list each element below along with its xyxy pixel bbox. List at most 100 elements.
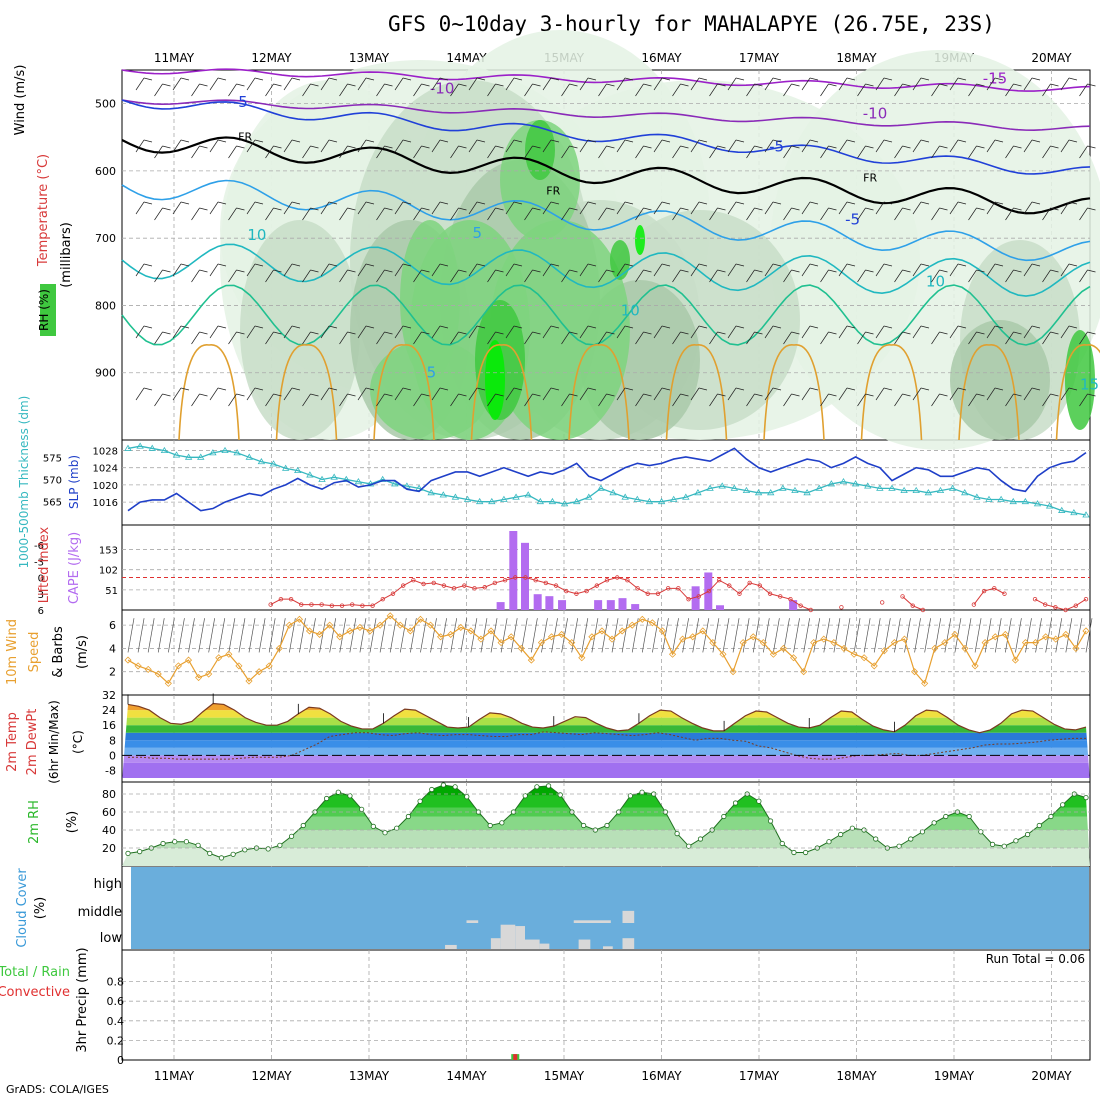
- wind-barb: [310, 145, 319, 149]
- cape-tick-label: 153: [99, 546, 118, 557]
- cloud-block: [466, 920, 479, 923]
- precip-axis-label: 3hr Precip (mm): [75, 947, 90, 1052]
- contour-label: 10: [247, 226, 266, 244]
- wind-barb: [672, 269, 681, 283]
- lifted-index-point: [1073, 603, 1079, 608]
- wind-tick-label: 2: [109, 666, 116, 679]
- date-label-bottom: 15MAY: [544, 1069, 585, 1083]
- temperature-band: [122, 717, 1090, 726]
- wind-barb: [875, 387, 885, 401]
- wind-barb: [431, 387, 441, 401]
- wind-barb: [291, 201, 301, 205]
- wind-barb: [542, 139, 552, 153]
- contour-label: -5: [845, 211, 860, 229]
- wind-barb: [228, 269, 237, 283]
- wind-barb: [653, 77, 663, 91]
- wind-barb: [476, 77, 486, 81]
- rh-tick-label: 40: [102, 824, 116, 837]
- cloud-block: [603, 946, 613, 949]
- isotherm-warm: [178, 344, 240, 441]
- rh-point: [125, 850, 131, 857]
- wind-barb: [154, 269, 163, 283]
- wind-barb: [439, 387, 449, 391]
- temperature-fill: [122, 703, 1090, 778]
- wind-barb: [191, 207, 200, 221]
- wind-barb: [754, 393, 763, 397]
- wind-barb: [154, 207, 163, 221]
- date-label-bottom: 20MAY: [1031, 1069, 1072, 1083]
- wind-barb: [809, 139, 819, 143]
- wind10-barb: [369, 618, 377, 653]
- wind-barb: [883, 263, 893, 267]
- wind-barb: [912, 387, 922, 401]
- wind-barb: [524, 83, 533, 97]
- wind-barb: [1050, 145, 1059, 149]
- wind-barb: [939, 207, 948, 211]
- wind-barb: [468, 387, 478, 401]
- wind-barb: [902, 331, 911, 335]
- wind-barb: [468, 77, 478, 91]
- wind10-point: [406, 627, 414, 635]
- rh-point: [394, 825, 400, 831]
- wind-barb: [542, 263, 552, 277]
- wind-barb: [339, 83, 348, 97]
- rh-point: [183, 839, 190, 845]
- wind-barb: [635, 83, 644, 97]
- wind-barb: [857, 331, 866, 345]
- wind-barb: [717, 269, 726, 273]
- wind-barb: [505, 387, 515, 401]
- wind10-barb: [732, 618, 740, 653]
- wind-barb: [394, 387, 404, 401]
- rh-point: [1024, 831, 1031, 838]
- wind-barb: [357, 325, 367, 339]
- wind-barb: [772, 77, 782, 81]
- wind-barb: [302, 207, 311, 221]
- panel-frame: [121, 609, 1091, 696]
- thickness-point: [136, 442, 144, 449]
- wind-barb: [875, 139, 885, 153]
- wind-barb: [828, 207, 837, 211]
- rh-point: [218, 855, 225, 861]
- wind-barb: [320, 263, 330, 277]
- wind-barb: [487, 393, 496, 407]
- wind-barb: [764, 139, 774, 153]
- wind10-point: [144, 665, 152, 673]
- wind10-barb: [611, 618, 619, 653]
- wind-barb: [883, 201, 893, 205]
- rh-point: [1001, 843, 1007, 849]
- wind-barb: [1023, 325, 1033, 339]
- wind-barb: [273, 207, 282, 211]
- thickness-point: [779, 484, 787, 491]
- wind-barb: [894, 145, 903, 159]
- wind-barb: [273, 331, 282, 335]
- wind-barb: [561, 145, 570, 159]
- wind-barb: [376, 269, 385, 283]
- wind-barb: [199, 393, 208, 397]
- lifted-index-point: [798, 603, 803, 608]
- wind-barb: [154, 83, 163, 97]
- wind10-barb: [531, 618, 538, 653]
- wind10-barb: [188, 618, 195, 653]
- precip-tick-label: 0.6: [107, 995, 125, 1008]
- wind10-point: [1011, 656, 1019, 664]
- wind-barb: [624, 77, 634, 81]
- wind-barb: [402, 263, 412, 267]
- wind-barb: [801, 387, 811, 401]
- wind10-barb: [167, 618, 175, 653]
- wind10-point: [789, 654, 798, 662]
- wind-barb: [394, 139, 404, 153]
- wind-barb: [772, 325, 782, 329]
- wind-barb: [894, 269, 903, 283]
- wind-barb: [949, 263, 959, 277]
- wind-barb: [727, 139, 737, 153]
- wind10-barb: [218, 618, 226, 653]
- wind-barb: [347, 83, 356, 87]
- wind-barb: [265, 331, 274, 345]
- wind-barb: [902, 83, 911, 87]
- wind-barb: [413, 145, 422, 159]
- wind-barb: [1087, 393, 1096, 397]
- rh-point: [172, 839, 178, 845]
- wind10-point: [437, 633, 445, 641]
- wind-barb: [809, 387, 819, 391]
- contour-label: -5: [769, 137, 784, 155]
